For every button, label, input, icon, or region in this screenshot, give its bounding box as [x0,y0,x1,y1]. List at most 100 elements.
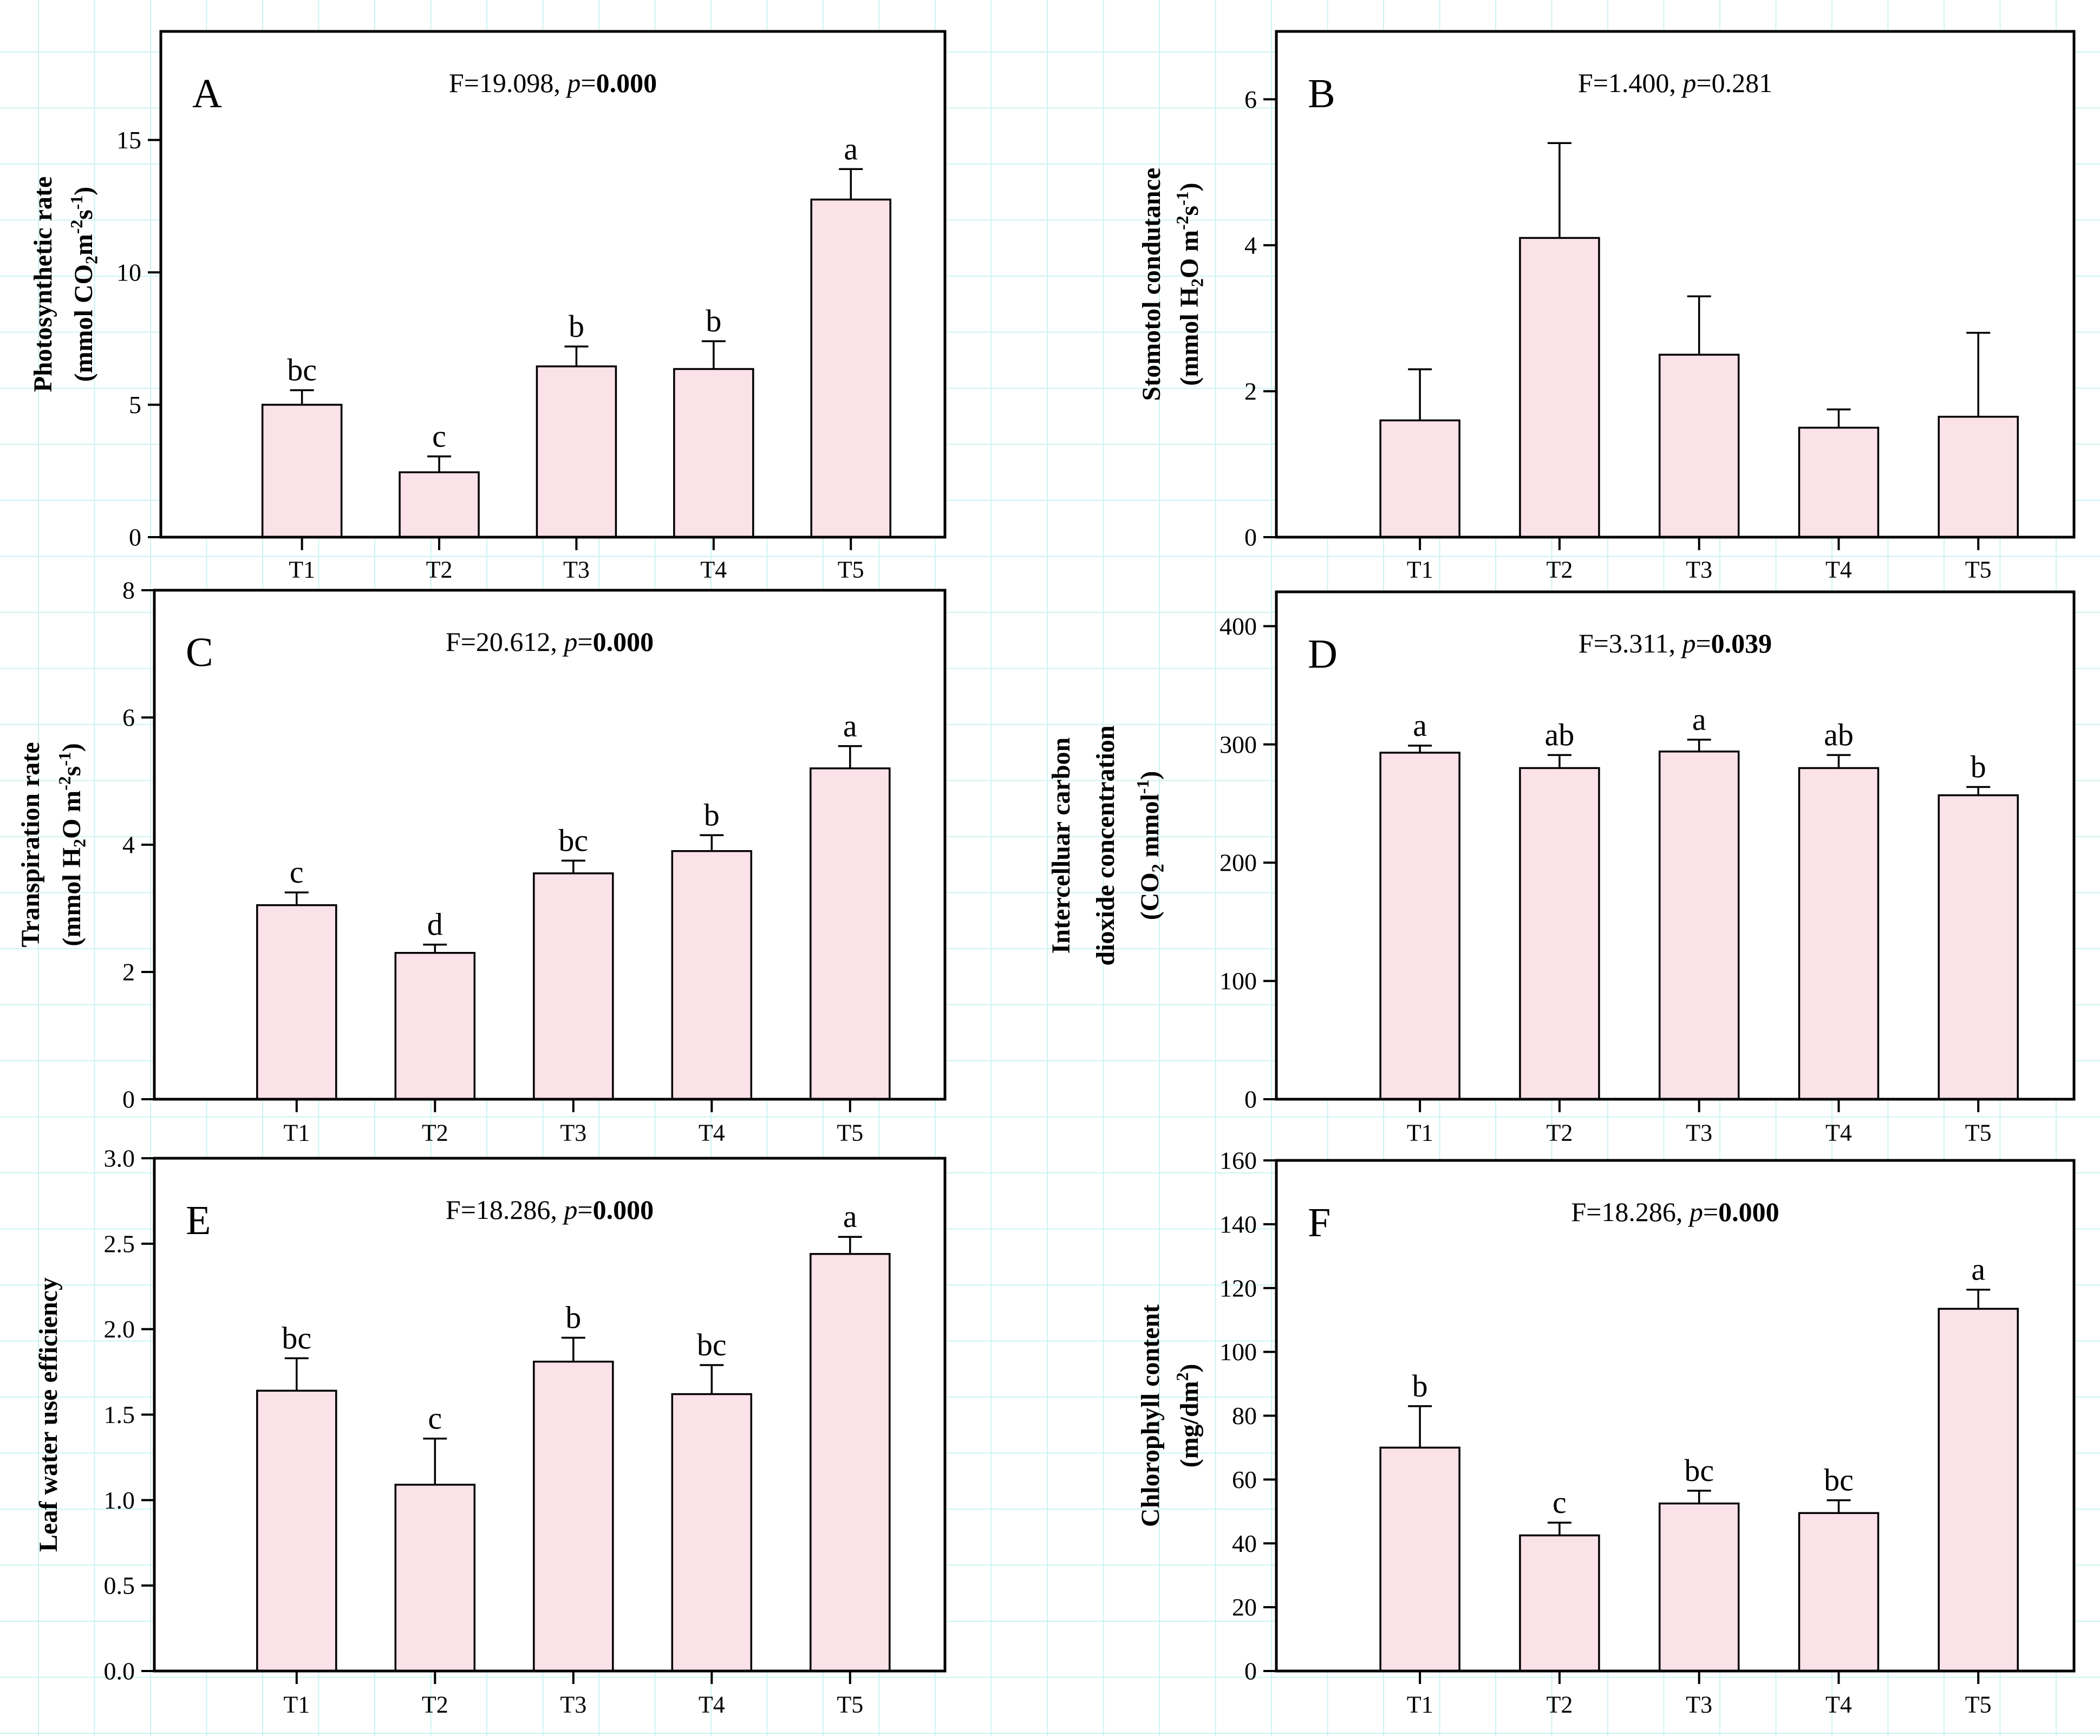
x-tick-label-T1: T1 [283,1120,310,1146]
panel-letter: E [186,1198,211,1243]
y-axis-label-line: Photosynthetic rate [29,177,57,393]
x-tick-label-T4: T4 [700,557,727,583]
y-tick-label: 0 [122,1086,135,1113]
x-tick-label-T4: T4 [699,1692,725,1718]
bar-T3 [533,872,614,1100]
bar-T4 [1798,427,1880,538]
panel-D: a T1 ab T2 a T3 ab T4 b T5 0 100 200 300 400 D F=3.311, … [1047,590,2076,1146]
y-axis-label-line: (mmol CO2m-2s-1) [67,187,101,382]
panel-letter: D [1308,631,1338,677]
bar-T4 [671,1393,753,1672]
plot-frame [159,30,947,539]
x-tick-label-T4: T4 [699,1120,725,1146]
plot-frame [153,589,947,1101]
y-tick-label: 2.5 [104,1230,135,1257]
x-tick-label-T4: T4 [1825,1120,1852,1146]
y-tick-label: 0 [129,524,141,551]
sig-letter-T1: b [1412,1368,1428,1404]
y-tick-label: 8 [122,577,135,604]
panel-letter: B [1308,71,1335,116]
bar-T3 [1658,354,1740,538]
bar-T2 [399,471,480,538]
sig-letter-T3: b [565,1300,581,1335]
y-tick-label: 0.5 [104,1572,135,1600]
y-tick-label: 15 [116,126,141,154]
bar-T2 [394,952,476,1100]
y-tick-label: 6 [1244,86,1257,113]
x-tick-label-T5: T5 [1965,1120,1992,1146]
sig-letter-T1: bc [282,1320,311,1355]
y-tick-label: 1.5 [104,1401,135,1428]
x-tick-label-T3: T3 [1686,1120,1712,1146]
sig-letter-T3: bc [1684,1453,1714,1488]
y-tick-label: 5 [129,391,141,419]
y-tick-label: 3.0 [104,1145,135,1172]
sig-letter-T4: bc [1824,1463,1854,1498]
bar-T4 [673,368,754,538]
y-axis-label-line: Stomotol condutance [1137,168,1166,401]
bar-T1 [1379,752,1460,1100]
bar-T3 [1658,750,1740,1100]
sig-letter-T4: b [706,303,721,338]
sig-letter-T4: b [704,797,720,832]
x-tick-label-T1: T1 [1407,557,1433,583]
bar-T1 [256,1389,337,1672]
x-tick-label-T2: T2 [1546,1120,1573,1146]
x-tick-label-T2: T2 [1546,1692,1573,1718]
bar-T4 [671,850,753,1100]
plot-frame [153,1157,947,1673]
x-tick-label-T1: T1 [283,1692,310,1718]
x-tick-label-T5: T5 [837,1692,863,1718]
panel-F: b T1 c T2 bc T3 bc T4 a T5 0 20 40 60 80 100 120 140 160 F F… [1136,1147,2076,1718]
y-tick-label: 4 [1244,231,1257,259]
x-tick-label-T1: T1 [1407,1692,1433,1718]
bar-T5 [1938,794,2019,1100]
bar-T2 [1519,1534,1600,1672]
panel-title: F=18.286, p=0.000 [1571,1197,1779,1227]
y-tick-label: 200 [1219,849,1257,877]
sig-letter-T3: b [569,309,584,344]
sig-letter-T5: b [1971,749,1986,784]
y-tick-label: 400 [1219,612,1257,640]
bar-T5 [1938,415,2019,538]
x-tick-label-T5: T5 [1965,1692,1992,1718]
panel-B: T1 T2 T3 T4 T5 0 2 4 6 B F=1.400, p=0.281 Stomotol … [1137,30,2076,583]
y-tick-label: 120 [1219,1274,1257,1302]
panel-letter: F [1308,1200,1331,1245]
sig-letter-T2: d [427,906,443,942]
panel-title: F=1.400, p=0.281 [1578,68,1772,98]
panel-title: F=18.286, p=0.000 [446,1195,654,1225]
x-tick-label-T5: T5 [838,557,864,583]
y-tick-label: 80 [1232,1402,1257,1430]
y-tick-label: 0 [1244,524,1257,551]
bar-T5 [810,767,891,1100]
y-tick-label: 100 [1219,1338,1257,1366]
y-tick-label: 2 [122,958,135,986]
x-tick-label-T2: T2 [422,1120,448,1146]
panel-E: bc T1 c T2 b T3 bc T4 a T5 0.0 0.5 1.0 1.5 2.0 2.5 3.0 E F… [34,1145,947,1718]
y-tick-label: 300 [1219,730,1257,758]
bar-T1 [256,904,337,1100]
y-tick-label: 0 [1244,1086,1257,1113]
y-tick-label: 140 [1219,1210,1257,1238]
bar-T3 [1658,1502,1740,1672]
sig-letter-T4: ab [1824,717,1854,752]
y-axis-label-line: (mg/dm2) [1173,1364,1204,1468]
x-tick-label-T3: T3 [560,1692,586,1718]
bar-T1 [1379,1446,1460,1672]
panel-C: c T1 d T2 bc T3 b T4 a T5 0 2 4 6 8 C F=20.612, p=0.000 T… [16,577,947,1146]
sig-letter-T2: c [428,1401,442,1436]
sig-letter-T5: a [843,1199,857,1234]
x-tick-label-T4: T4 [1825,1692,1852,1718]
sig-letter-T1: bc [287,353,317,388]
bar-T1 [261,403,343,538]
panel-title: F=3.311, p=0.039 [1579,628,1772,658]
bar-T5 [1938,1308,2019,1672]
y-tick-label: 100 [1219,967,1257,995]
sig-letter-T5: a [844,131,858,166]
x-tick-label-T3: T3 [563,557,590,583]
bar-T1 [1379,419,1460,538]
y-tick-label: 0 [1244,1657,1257,1685]
x-tick-label-T5: T5 [837,1120,863,1146]
